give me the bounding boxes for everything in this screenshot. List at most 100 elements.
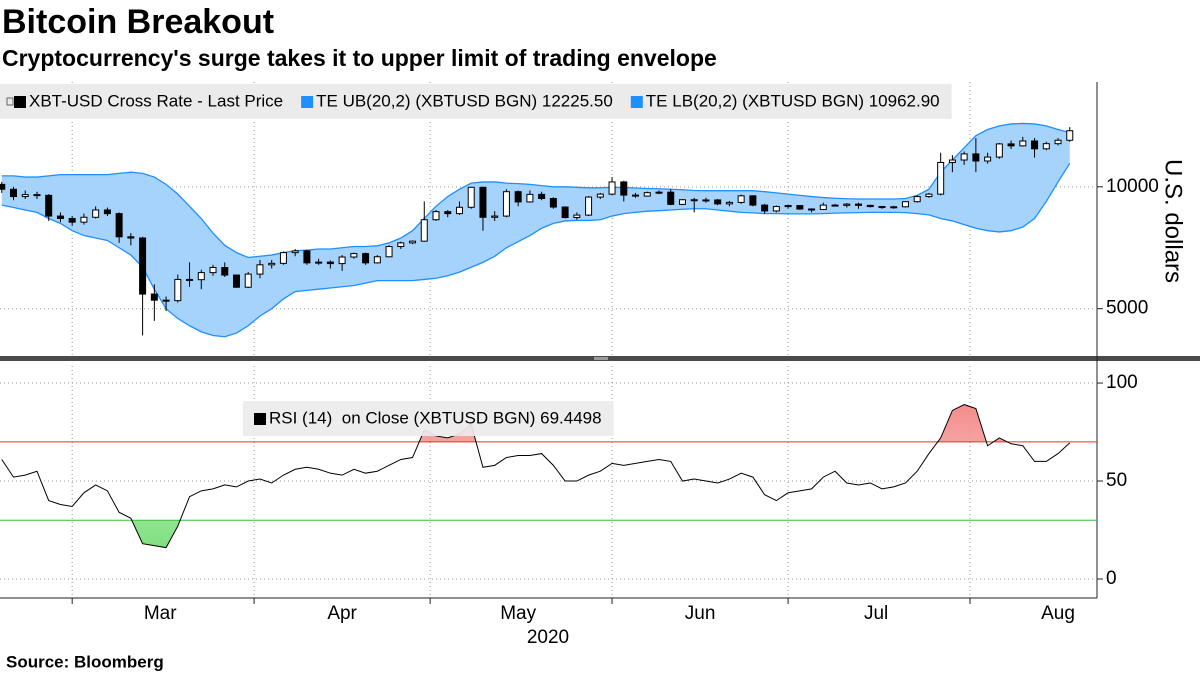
candle-body bbox=[514, 191, 522, 203]
source: Source: Bloomberg bbox=[6, 652, 164, 671]
x-tick-label: Aug bbox=[1041, 603, 1075, 624]
candle-body bbox=[268, 262, 276, 266]
candle-body bbox=[655, 191, 663, 194]
candle-body bbox=[186, 278, 194, 281]
candle-body bbox=[467, 186, 475, 208]
candle-body bbox=[209, 266, 217, 274]
candle-body bbox=[714, 199, 722, 205]
band-line bbox=[1, 162, 1071, 338]
x-axis-label: 2020 bbox=[527, 627, 569, 648]
candle-body bbox=[538, 193, 546, 200]
candle-body bbox=[585, 196, 593, 216]
candle-body bbox=[33, 194, 41, 197]
legend-label: XBT-USD Cross Rate - Last Price bbox=[29, 91, 283, 110]
candle-body bbox=[197, 272, 205, 281]
candle-body bbox=[45, 194, 53, 217]
candle-body bbox=[596, 193, 604, 198]
candle-body bbox=[819, 204, 827, 210]
candle-body bbox=[702, 199, 710, 202]
candle-body bbox=[338, 256, 346, 265]
candle-body bbox=[901, 201, 909, 208]
candle-body bbox=[244, 273, 252, 288]
candle-body bbox=[608, 181, 616, 195]
candle-body bbox=[80, 216, 88, 223]
candle-body bbox=[784, 205, 792, 208]
candle-body bbox=[632, 194, 640, 197]
candle-body bbox=[937, 161, 945, 195]
candle-body bbox=[526, 193, 534, 203]
y-tick-label: 100 bbox=[1106, 372, 1138, 393]
legend-swatch bbox=[254, 413, 266, 425]
candle-body bbox=[1019, 140, 1027, 147]
candle-body bbox=[843, 203, 851, 206]
candle-body bbox=[831, 204, 839, 207]
candle-body bbox=[9, 188, 17, 198]
candle-body bbox=[373, 256, 381, 264]
candle-body bbox=[103, 209, 111, 215]
y-tick-label: 5000 bbox=[1106, 298, 1148, 319]
y-tick-label: 10000 bbox=[1106, 176, 1159, 197]
candle-body bbox=[855, 203, 863, 206]
legend-swatch bbox=[14, 96, 26, 108]
chart-subtitle: Cryptocurrency's surge takes it to upper… bbox=[2, 45, 717, 71]
candle-body bbox=[455, 206, 463, 215]
level-fill bbox=[1, 404, 1070, 442]
candle-body bbox=[913, 196, 921, 203]
candle-body bbox=[279, 252, 287, 264]
candle-body bbox=[1054, 139, 1062, 145]
candle-body bbox=[350, 253, 358, 258]
x-tick-label: Mar bbox=[144, 603, 177, 624]
candle-body bbox=[890, 206, 898, 209]
level-fill bbox=[131, 520, 181, 548]
y-tick-label: 0 bbox=[1106, 568, 1117, 589]
candle-body bbox=[92, 209, 100, 218]
candle-body bbox=[984, 156, 992, 162]
x-tick-label: May bbox=[500, 603, 536, 624]
x-tick-label: Jul bbox=[864, 603, 888, 624]
candle-body bbox=[291, 250, 299, 254]
band-line bbox=[1, 122, 1070, 259]
candle-body bbox=[0, 183, 6, 190]
candle-body bbox=[256, 264, 264, 275]
x-tick-label: Jun bbox=[685, 603, 716, 624]
candle-body bbox=[772, 206, 780, 212]
candle-body bbox=[690, 199, 698, 202]
candle-body bbox=[995, 143, 1003, 158]
candle-body bbox=[737, 195, 745, 203]
candle-body bbox=[479, 186, 487, 218]
x-tick-label: Apr bbox=[327, 603, 357, 624]
candle-body bbox=[491, 215, 499, 218]
candle-body bbox=[643, 192, 651, 197]
candle-body bbox=[362, 253, 370, 264]
candle-body bbox=[315, 261, 323, 264]
rsi-line bbox=[1, 404, 1071, 549]
legend-label: TE LB(20,2) (XBTUSD BGN) 10962.90 bbox=[646, 91, 940, 110]
candle-body bbox=[925, 193, 933, 198]
candle-body bbox=[796, 205, 804, 210]
candle-body bbox=[303, 250, 311, 264]
y-tick-label: 50 bbox=[1106, 470, 1127, 491]
candle-body bbox=[878, 206, 886, 209]
legend-swatch bbox=[630, 96, 643, 108]
candle-body bbox=[1042, 143, 1050, 150]
legend: RSI (14) on Close (XBTUSD BGN) 69.4498 bbox=[243, 401, 614, 436]
candle-body bbox=[432, 211, 440, 221]
band-fill bbox=[1, 123, 1070, 337]
candle-body bbox=[725, 201, 733, 205]
candle-body bbox=[678, 199, 686, 205]
chart-title: Bitcoin Breakout bbox=[2, 3, 274, 41]
candle-body bbox=[1066, 130, 1074, 141]
candle-body bbox=[620, 181, 628, 196]
candle-body bbox=[948, 159, 956, 163]
separator-grip bbox=[594, 357, 608, 360]
candle-body bbox=[444, 211, 452, 215]
legend: XBT-USD Cross Rate - Last Price TE UB(20,… bbox=[0, 84, 952, 119]
candle-body bbox=[549, 198, 557, 208]
candle-body bbox=[420, 219, 428, 242]
candle-body bbox=[749, 195, 757, 206]
candle-body bbox=[397, 242, 405, 248]
candle-body bbox=[127, 236, 135, 239]
candle-body bbox=[960, 153, 968, 161]
legend-icon bbox=[6, 97, 14, 106]
